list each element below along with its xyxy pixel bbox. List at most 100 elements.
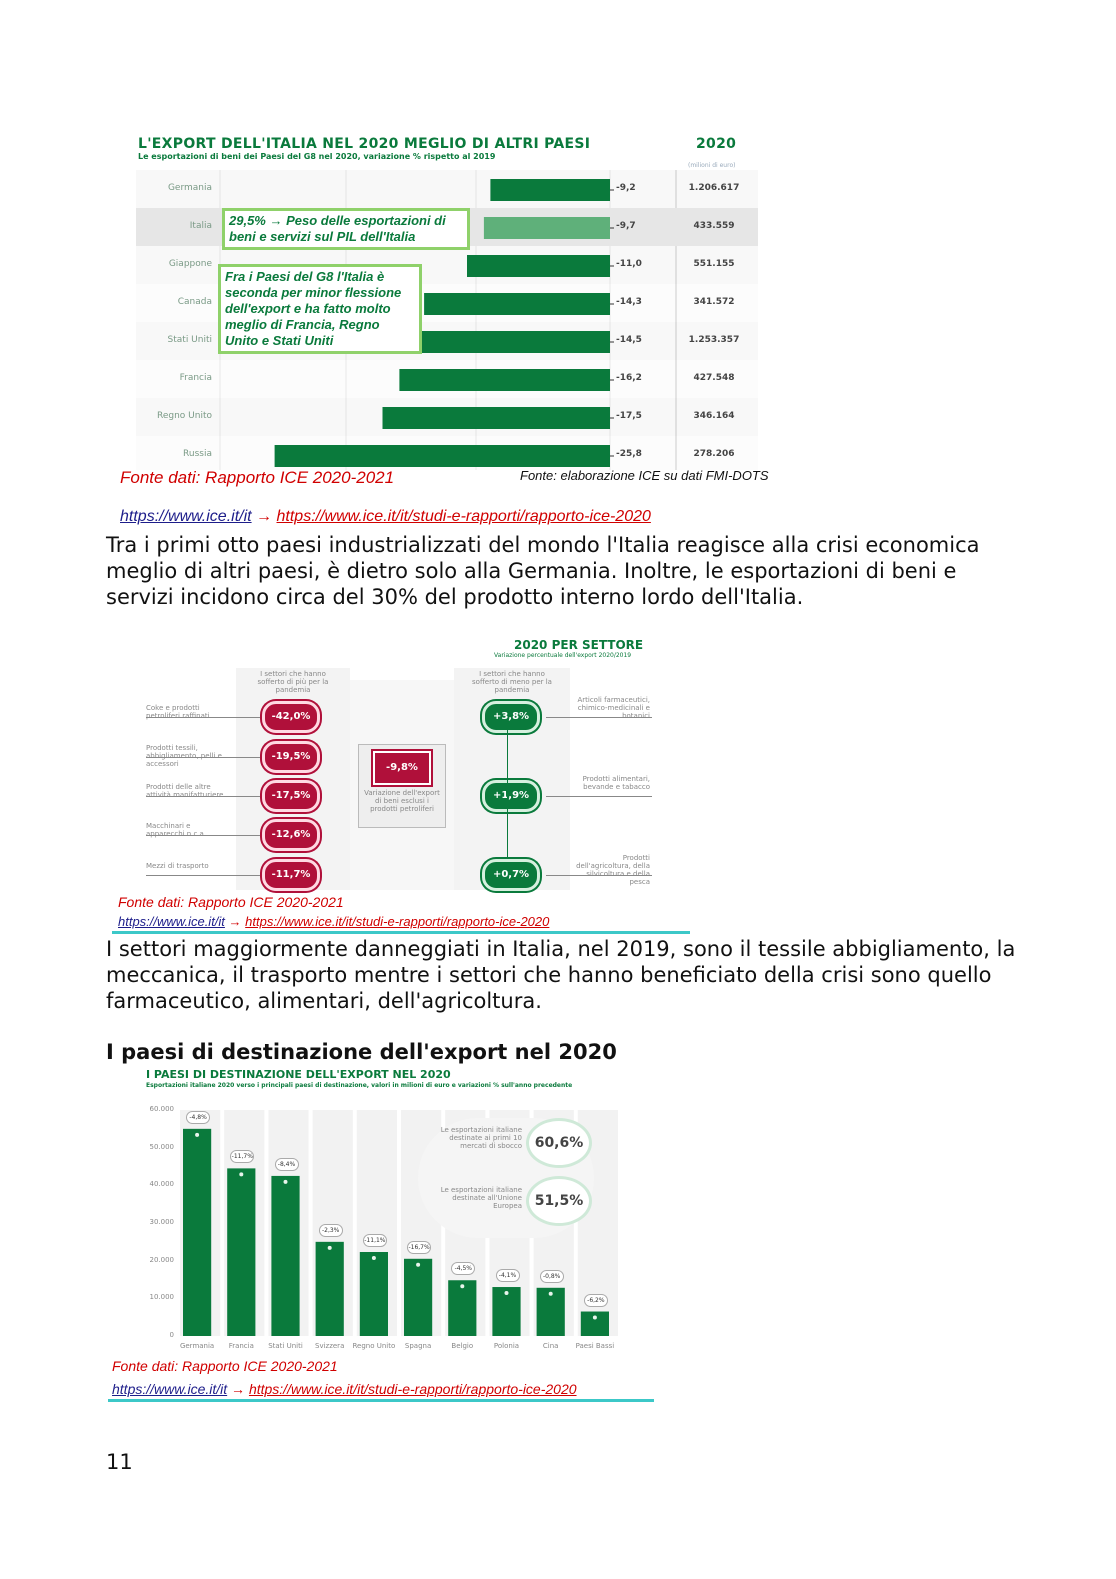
chart1-callout-gdp: 29,5% → Peso delle esportazioni di beni … [222, 208, 470, 250]
bar-marker [504, 1291, 509, 1296]
value-label: -9,7 [616, 221, 636, 231]
link-row-2: https://www.ice.it/it → https://www.ice.… [118, 914, 549, 929]
chart2-title: 2020 PER SETTORE [514, 638, 644, 652]
y-tick-label: 10.000 [149, 1293, 175, 1302]
category-label: Svizzera [315, 1342, 345, 1350]
y-tick-label: 0 [169, 1331, 174, 1339]
total-label: 346.164 [693, 411, 735, 421]
sector-label: Prodotti delle altre attività manifattur… [146, 783, 224, 799]
sector-value-bubble: -19,5% [262, 741, 320, 773]
y-tick-label: 30.000 [149, 1218, 175, 1226]
row-bg [136, 170, 758, 208]
divider [108, 1399, 654, 1402]
total-label: 433.559 [693, 221, 735, 231]
category-label: Francia [228, 1342, 254, 1350]
section-heading: I paesi di destinazione dell'export nel … [106, 1040, 617, 1064]
chart2-source: Fonte dati: Rapporto ICE 2020-2021 [118, 894, 344, 910]
note1-text: Le esportazioni italiane destinate ai pr… [440, 1126, 522, 1150]
total-label: 427.548 [693, 373, 735, 383]
country-label: Francia [179, 373, 212, 383]
chart-sector: 2020 PER SETTORE Variazione percentuale … [136, 636, 696, 894]
sector-value-bubble: +0,7% [482, 859, 540, 891]
bar-marker [548, 1291, 553, 1296]
chart1-year-header: 2020 [696, 136, 737, 152]
leader-line [546, 875, 652, 876]
left-header: I settori che hanno sofferto di più per … [257, 670, 329, 694]
chart1-source-left: Fonte dati: Rapporto ICE 2020-2021 [120, 468, 395, 487]
bar-francia [227, 1168, 256, 1336]
bar-francia [399, 369, 610, 391]
chart1-labels: Germania -9,2 1.206.617 Italia -9,7 433.559 Gi… [136, 170, 776, 470]
bar-marker [371, 1256, 376, 1261]
divider [112, 931, 690, 934]
link-ice-home-2[interactable]: https://www.ice.it/it [118, 914, 225, 929]
country-label: Canada [177, 297, 212, 307]
change-badge: -4,8% [186, 1110, 211, 1124]
country-label: Regno Unito [157, 411, 212, 421]
bar-marker [283, 1179, 288, 1184]
bar-stati-uniti [271, 1175, 300, 1336]
category-label: Cina [542, 1342, 559, 1350]
arrow-icon: → [256, 508, 273, 525]
sector-label: Mezzi di trasporto [146, 862, 209, 870]
sector-label: Articoli farmaceutici, chimico-medicinal… [577, 696, 650, 720]
connector-line [507, 728, 508, 858]
change-badge: -11,7% [230, 1150, 255, 1164]
bar-russia [274, 445, 610, 467]
chart3-bars [183, 1128, 609, 1336]
bar-marker [460, 1284, 465, 1289]
leader-line [146, 835, 266, 836]
sector-label: Coke e prodotti petroliferi raffinati [146, 704, 210, 720]
y-tick-label: 50.000 [149, 1142, 175, 1151]
bar-svizzera [315, 1241, 344, 1336]
page-number: 11 [106, 1450, 133, 1474]
sector-label: Macchinari e apparecchi n.c.a. [146, 822, 207, 838]
bar-giappone [467, 255, 610, 277]
bar-italia [483, 217, 610, 239]
leader-line [146, 875, 266, 876]
link-ice-report-2[interactable]: https://www.ice.it/it/studi-e-rapporti/r… [245, 914, 550, 929]
link-ice-report[interactable]: https://www.ice.it/it/studi-e-rapporti/r… [276, 508, 651, 525]
link-ice-home-3[interactable]: https://www.ice.it/it [112, 1381, 228, 1397]
leader-line [546, 717, 652, 718]
chart1-title: L'EXPORT DELL'ITALIA NEL 2020 MEGLIO DI … [138, 136, 591, 152]
sector-value-bubble: -11,7% [262, 859, 320, 891]
bar-spagna [404, 1258, 433, 1336]
chart-destinations: I PAESI DI DESTINAZIONE DELL'EXPORT NEL … [140, 1066, 660, 1358]
value-label: -14,5 [616, 335, 642, 345]
note2-text: Le esportazioni italiane destinate all'U… [440, 1186, 522, 1210]
leader-line [146, 717, 266, 718]
chart3-labels: 60.000 50.000 40.000 30.000 20.000 10.000 0 -4,… [140, 1066, 660, 1358]
bar-marker [195, 1132, 200, 1137]
category-label: Belgio [451, 1342, 474, 1350]
bar-regno-unito [382, 407, 610, 429]
chart1-subtitle: Le esportazioni di beni dei Paesi del G8… [138, 152, 496, 161]
bar-marker [592, 1315, 597, 1320]
bar-polonia [492, 1287, 521, 1336]
chart3-subtitle: Esportazioni italiane 2020 verso i princ… [146, 1082, 573, 1089]
leader-line [146, 796, 266, 797]
arrow-icon: → [228, 914, 242, 929]
category-label: Germania [179, 1342, 215, 1350]
link-ice-report-3[interactable]: https://www.ice.it/it/studi-e-rapporti/r… [248, 1381, 577, 1397]
right-header: I settori che hanno sofferto di meno per… [472, 670, 552, 694]
chart1-bars [274, 179, 614, 467]
chart2-center-box: -9,8% Variazione dell'export di beni esc… [358, 744, 446, 828]
sector-label: Prodotti tessili, abbigliamento, pelli e… [146, 744, 222, 768]
value-label: -17,5 [616, 411, 642, 421]
bar-germania [490, 179, 610, 201]
chart-export-g8: L'EXPORT DELL'ITALIA NEL 2020 MEGLIO DI … [136, 134, 776, 474]
bar-cina [536, 1287, 565, 1336]
chart3-title: I PAESI DI DESTINAZIONE DELL'EXPORT NEL … [146, 1068, 451, 1081]
country-label: Germania [167, 183, 212, 193]
change-badge: -16,7% [407, 1240, 432, 1254]
category-label: Regno Unito [352, 1342, 396, 1350]
value-label: -25,8 [616, 449, 642, 459]
value-label: -16,2 [616, 373, 642, 383]
total-label: 1.253.357 [688, 335, 740, 345]
value-label: -9,2 [616, 183, 636, 193]
change-badge: -8,4% [274, 1157, 299, 1171]
arrow-icon: → [231, 1381, 246, 1397]
link-ice-home[interactable]: https://www.ice.it/it [120, 508, 252, 525]
bar-canada [424, 293, 610, 315]
